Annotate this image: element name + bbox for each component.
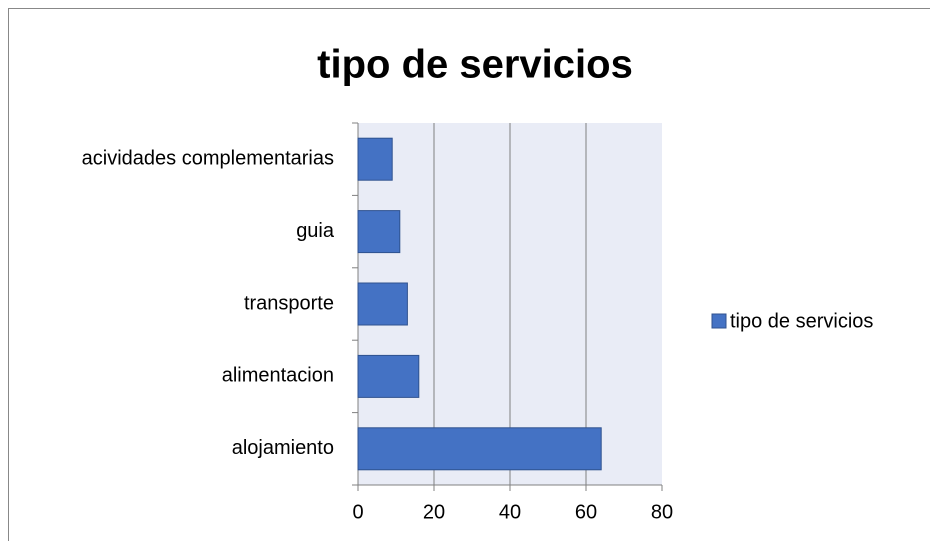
- x-tick-label: 80: [651, 501, 673, 523]
- x-tick-label: 40: [499, 501, 521, 523]
- bar: [357, 427, 602, 471]
- y-tick-label: guia: [296, 220, 335, 242]
- bar: [357, 137, 393, 181]
- bar: [357, 210, 401, 254]
- bar: [357, 282, 408, 326]
- x-tick-label: 60: [575, 501, 597, 523]
- y-tick-label: transporte: [244, 292, 334, 314]
- legend-label: tipo de servicios: [730, 310, 873, 332]
- legend-swatch: [711, 313, 727, 329]
- y-tick-label: acividades complementarias: [82, 147, 334, 169]
- chart-title: tipo de servicios: [317, 43, 633, 87]
- y-tick-label: alimentacion: [222, 365, 334, 387]
- y-tick-label: alojamiento: [232, 437, 334, 459]
- x-tick-label: 20: [423, 501, 445, 523]
- bar: [357, 354, 420, 398]
- x-tick-label: 0: [352, 501, 363, 523]
